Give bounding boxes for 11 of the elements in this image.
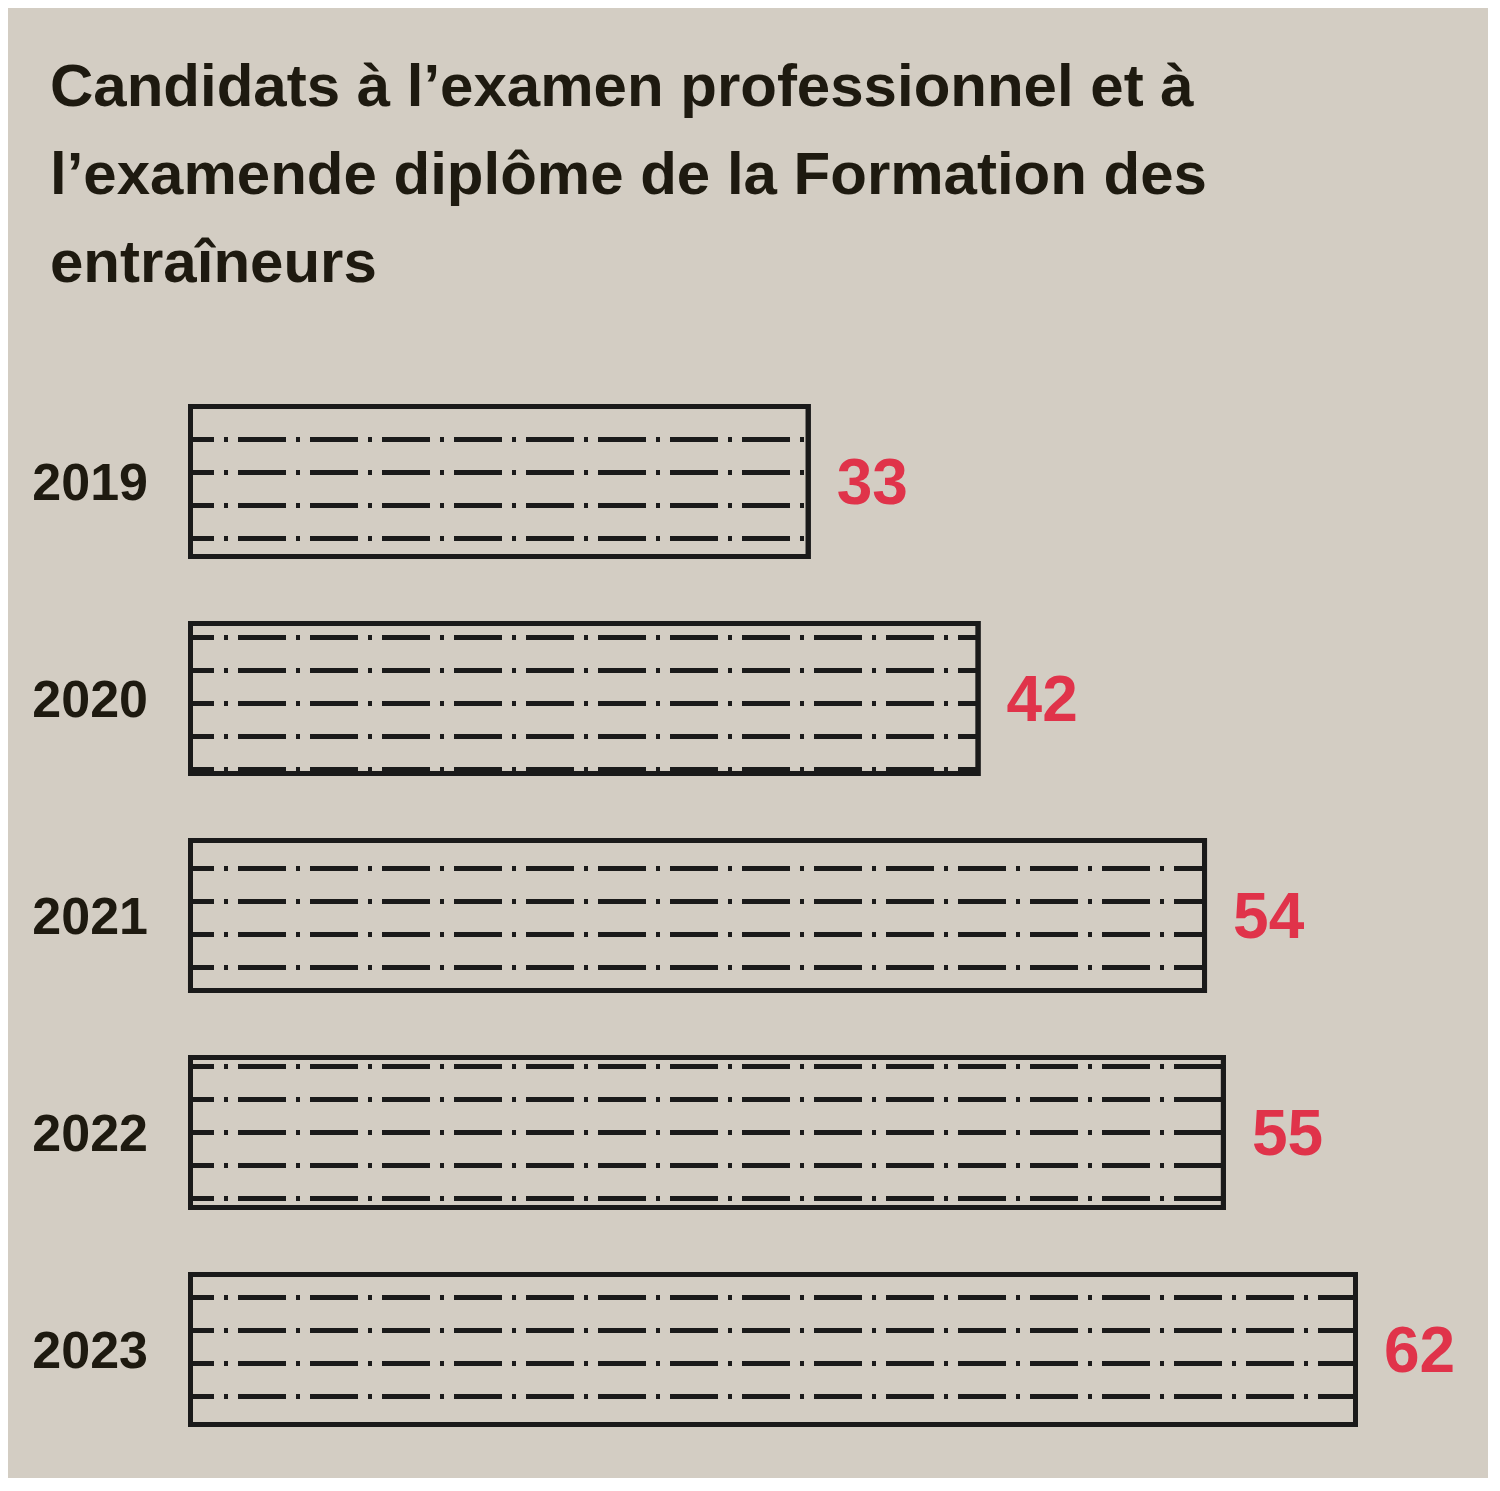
y-tick-label: 2022 [32, 1103, 148, 1162]
y-tick-label: 2021 [32, 886, 148, 945]
chart-title: Candidats à l’examen professionnel et à l’examende diplôme de la Formation des entraîneurs [50, 51, 1224, 295]
data-label: 62 [1384, 1313, 1456, 1386]
data-label: 55 [1251, 1096, 1324, 1169]
data-label: 33 [836, 445, 908, 518]
y-tick-label: 2019 [32, 452, 148, 511]
data-label: 42 [1006, 662, 1078, 735]
y-tick-label: 2023 [32, 1320, 148, 1379]
data-label: 54 [1233, 879, 1305, 952]
y-tick-label: 2020 [32, 669, 148, 728]
